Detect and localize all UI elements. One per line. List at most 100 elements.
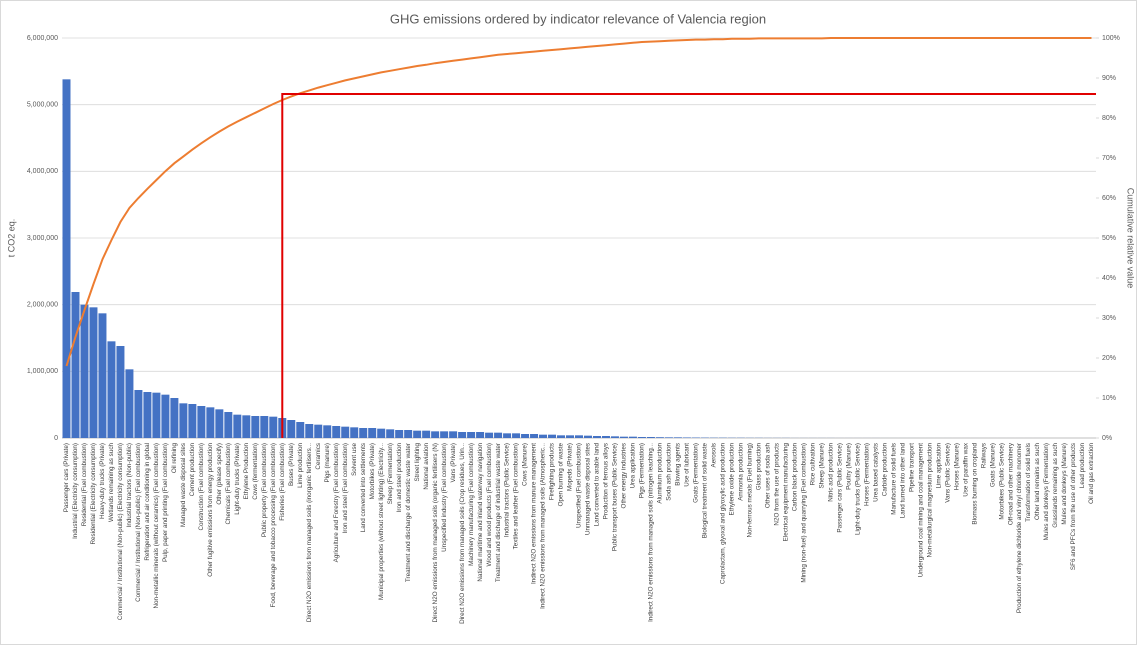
bar: [476, 432, 485, 438]
x-tick-label: Grasslands remaining as such: [1052, 443, 1059, 528]
x-tick-label: Residential (Electricity consumption): [90, 443, 97, 545]
bar: [583, 435, 592, 438]
bar: [332, 426, 341, 438]
x-tick-label: Ethylene oxide production: [729, 443, 736, 516]
bar: [197, 406, 206, 438]
x-tick-label: Goats (Manure): [989, 443, 996, 487]
x-tick-label: Biomass burning on cropland: [971, 443, 978, 525]
y-axis-label: t CO2 eq.: [6, 219, 16, 258]
x-tick-label: Manufacture of solid fuels: [890, 443, 897, 515]
bar: [134, 390, 143, 438]
x-tick-label: Goats (Fermentation): [693, 443, 700, 503]
x-tick-label: Unspecified (Fuel combustion): [576, 443, 583, 528]
bar: [206, 407, 215, 438]
x-tick-label: Cows (fermentation): [252, 443, 259, 500]
x-tick-label: Residential (Fuel combustion): [81, 443, 88, 526]
x-tick-label: Machinery manufacturing (Fuel combustion…: [468, 443, 475, 566]
x-tick-label: National maritime and inland waterway na…: [477, 443, 484, 582]
x-tick-label: Lime production: [297, 443, 304, 488]
y2-tick-label: 30%: [1102, 315, 1116, 322]
x-tick-label: Transformation of solid fuels: [1025, 443, 1032, 522]
x-tick-label: Non-metallic minerals (without ceramics)…: [153, 443, 160, 609]
x-tick-label: Carbon black production: [791, 443, 798, 512]
x-tick-label: Unspecified industry (Fuel combustion): [441, 443, 448, 552]
bar: [539, 434, 548, 438]
x-tick-label: Public transport buses (Public Service): [612, 443, 619, 551]
y2-tick-label: 90%: [1102, 75, 1116, 82]
x-tick-label: Poultry (Manure): [845, 443, 852, 490]
bar: [494, 432, 503, 438]
x-tick-label: Street lighting: [414, 443, 421, 482]
x-tick-label: Mules and donkeys (Manure): [1061, 443, 1068, 525]
bar: [646, 437, 655, 438]
bar: [673, 437, 682, 438]
y2-tick-label: 70%: [1102, 155, 1116, 162]
x-tick-label: Soda ash production: [666, 443, 673, 501]
x-tick-label: Other fugitive emissions from energy pro…: [207, 443, 214, 577]
x-tick-label: Vans (Public Service): [944, 443, 951, 503]
x-tick-label: Sheep (Fermentation): [387, 443, 394, 504]
x-tick-label: Land converted into settlements: [360, 443, 367, 532]
x-tick-label: Refrigeration and air conditioning in gl…: [144, 443, 151, 561]
bar: [359, 428, 368, 438]
bar: [233, 414, 242, 438]
bar: [601, 436, 610, 438]
bar: [386, 429, 395, 438]
y-tick-label: 0: [54, 435, 58, 442]
bar: [287, 420, 296, 438]
x-tick-label: Lime application: [935, 443, 942, 489]
y2-tick-label: 40%: [1102, 275, 1116, 282]
bar: [269, 416, 278, 438]
x-tick-label: Industrial (Electricity consumption): [72, 443, 79, 539]
x-tick-label: Industrial tractors (Public Service): [504, 443, 511, 537]
bar: [89, 307, 98, 438]
x-tick-label: SF6 and PFCs from the use of other produ…: [1070, 443, 1077, 570]
x-tick-label: Aluminium production: [657, 443, 664, 504]
bar: [575, 435, 583, 438]
x-tick-label: Production of ferrous alloys: [603, 443, 610, 519]
bar: [637, 437, 646, 438]
x-tick-label: Pigs (Fermentation): [639, 443, 646, 498]
bar: [404, 430, 413, 438]
y2-tick-label: 20%: [1102, 355, 1116, 362]
bar: [170, 398, 179, 438]
x-tick-label: Light-duty trucks (Private): [234, 443, 241, 515]
x-tick-label: Direct N2O emissions from managed soils …: [459, 443, 466, 624]
x-tick-label: Motorbikes (Private): [369, 443, 376, 499]
bar: [521, 434, 530, 438]
x-tick-label: Wetlands remaining as such: [108, 443, 115, 522]
bar: [125, 369, 134, 438]
x-tick-label: Caprolactam, glyoxal and glyoxylic acid …: [720, 443, 727, 585]
x-tick-label: Food, beverage and tobacco processing (F…: [270, 443, 277, 608]
x-tick-label: Construction (Fuel combustion): [198, 443, 205, 531]
y2-tick-label: 50%: [1102, 235, 1116, 242]
x-tick-label: Public property (Fuel combustion): [261, 443, 268, 537]
x-tick-label: Industrial tractors (Non-public): [126, 443, 133, 527]
x-tick-label: Managed waste disposal sites: [180, 443, 187, 527]
x-tick-label: Oil refining: [171, 443, 178, 474]
x-tick-label: Pulp, paper and printing (Fuel combustio…: [162, 443, 169, 562]
x-tick-label: Treatment and discharge of domestic wast…: [405, 443, 412, 582]
x-tick-label: Pipeline transport: [908, 443, 915, 492]
x-tick-label: Mopeds (Private): [567, 443, 574, 491]
x-tick-label: Commercial / Institutional (Non-public) …: [117, 443, 124, 620]
y-tick-label: 3,000,000: [27, 235, 58, 242]
bar: [152, 392, 161, 438]
bar: [664, 437, 673, 438]
x-tick-label: Motorbikes (Public Service): [998, 443, 1005, 520]
x-tick-label: Aerosols: [711, 443, 718, 468]
x-tick-label: Unmanaged waste disposal sites: [585, 443, 592, 535]
bar: [619, 436, 628, 438]
bar: [242, 415, 251, 438]
bar: [107, 341, 116, 438]
bar: [655, 437, 664, 438]
x-tick-label: Nitric acid production: [827, 443, 834, 502]
bar: [98, 313, 107, 438]
x-tick-label: Non-metallurgical magnesium production: [926, 443, 933, 558]
x-tick-label: Textiles and leather (Fuel combustion): [513, 443, 520, 549]
x-tick-label: Iron and steel (Fuel combustion): [342, 443, 349, 533]
y-tick-label: 2,000,000: [27, 302, 58, 309]
x-tick-label: Land turned into other land: [899, 443, 906, 519]
bar: [682, 437, 691, 438]
